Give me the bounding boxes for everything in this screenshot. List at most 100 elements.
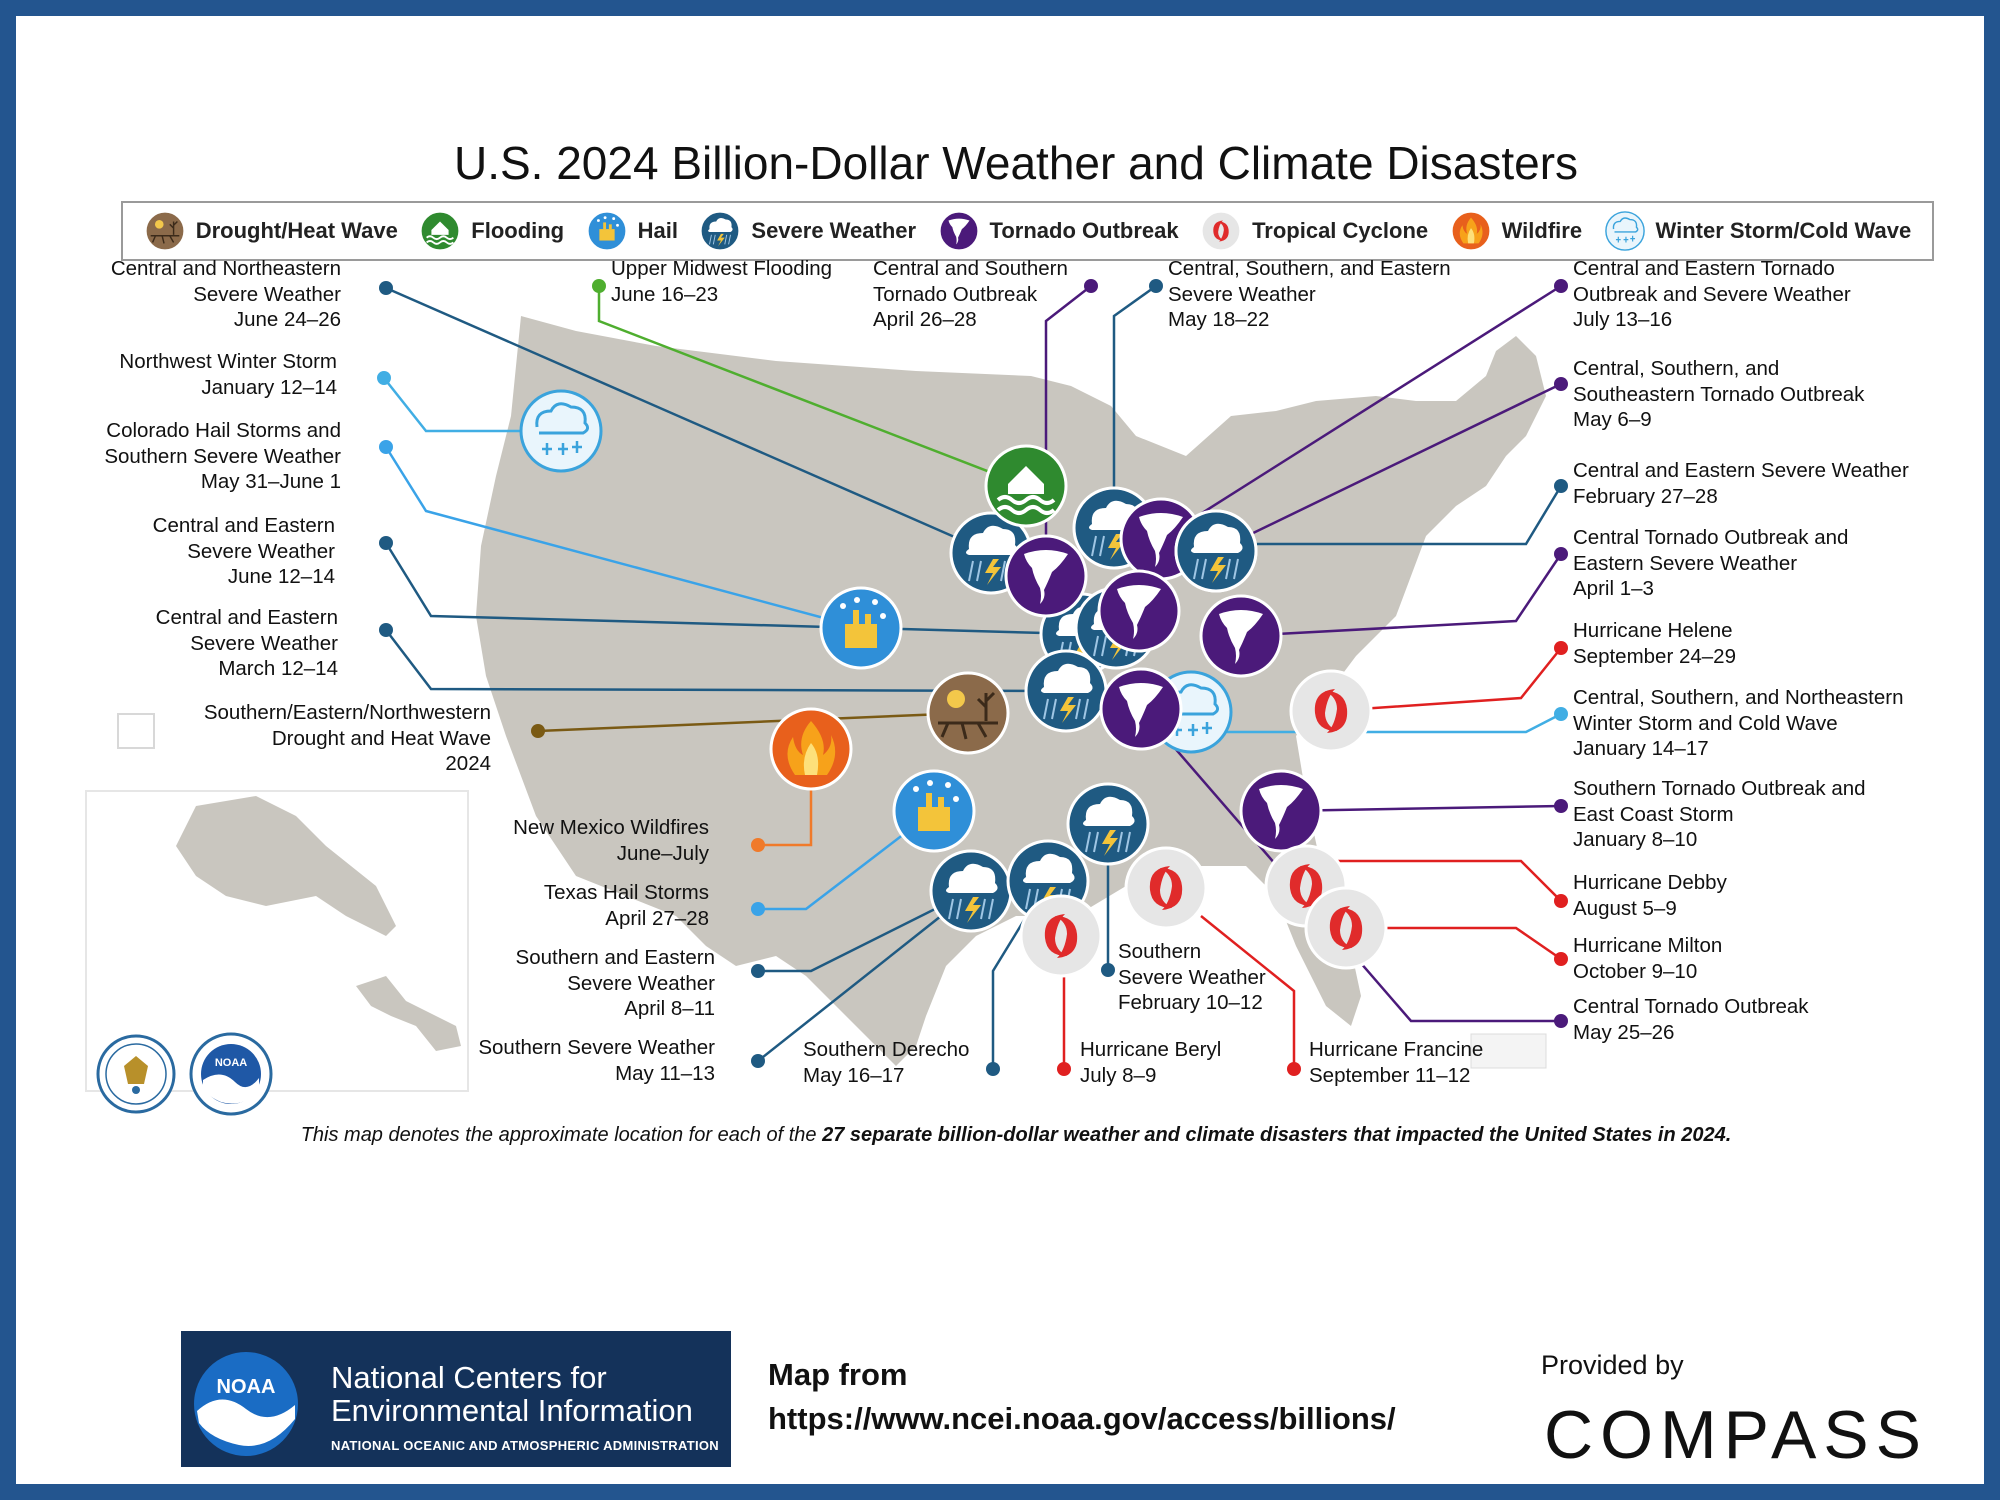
event-label-line: Outbreak and Severe Weather [1573,282,1851,306]
connector-line [537,711,969,733]
label-dot [1554,952,1568,966]
label-dot [1554,547,1568,561]
event-label-line: Southern and Eastern [515,946,715,969]
event-label-line: February 10–12 [1118,991,1263,1014]
event-label-line: Southern Severe Weather [478,1036,715,1059]
cyclone-marker-icon[interactable] [1019,894,1103,978]
event-label-line: April 26–28 [873,308,977,331]
event-label: Central, Southern, and Northeastern Winte… [1573,685,1903,762]
noaa-seal-text: NOAA [215,1057,247,1069]
connector-line [758,889,972,973]
connector-line [1330,647,1562,713]
provided-by-label: Provided by [1541,1350,1684,1380]
event-label: Texas Hail Storms April 27–28 [544,880,709,931]
event-label-line: Central and Eastern Severe Weather [1573,459,1909,482]
event-label-line: Central, Southern, and [1573,357,1780,380]
legend-item: Severe Weather [699,210,916,252]
event-label: Central and Eastern Severe Weather June 12… [153,513,335,590]
event-markers [519,389,1388,978]
inset-marker [117,713,155,749]
severe-marker-icon[interactable] [1174,509,1258,593]
event-label-line: Hurricane Helene [1573,619,1733,642]
agency-seals: NOAA [96,1032,273,1116]
tornado-marker-icon[interactable] [1097,569,1181,653]
event-label-line: Central and Northeastern [110,257,341,280]
drought-marker-icon[interactable] [926,671,1010,755]
event-label-line: Severe Weather [193,282,341,306]
connector-line [384,446,862,630]
event-label-line: July 13–16 [1573,308,1673,331]
event-label-line: June–July [616,841,709,865]
label-dot [379,440,393,454]
disaster-map: NOAA [85,279,1568,1116]
event-label: New Mexico Wildfires June–July [513,815,709,866]
event-label-line: Colorado Hail Storms and [106,419,341,442]
label-dot [1554,799,1568,813]
event-label: Central, Southern, and Southeastern Torna… [1573,356,1864,433]
tornado-marker-icon[interactable] [1239,769,1323,853]
label-dot [1057,1062,1071,1076]
event-label-line: Southern Severe Weather [104,444,341,468]
event-label: Southern Derecho May 16–17 [803,1037,969,1088]
event-label-line: Winter Storm and Cold Wave [1573,711,1838,735]
winter-marker-icon[interactable] [519,389,603,473]
event-label-line: June 16–23 [611,282,719,306]
legend-label: Winter Storm/Cold Wave [1655,218,1912,243]
label-dot [1554,1014,1568,1028]
hail-marker-icon[interactable] [819,586,903,670]
connector-line [383,377,561,433]
event-label-line: January 14–17 [1573,737,1709,760]
event-label: Southern Tornado Outbreak and East Coast … [1573,776,1866,853]
event-label-line: February 27–28 [1573,484,1718,508]
event-label: Southern Severe Weather February 10–12 [1118,939,1266,1016]
tornado-marker-icon[interactable] [1099,667,1183,751]
ncei-name-line2: Environmental Information [331,1393,693,1428]
event-label-line: Southern Tornado Outbreak and [1573,777,1866,800]
label-dot [986,1062,1000,1076]
tornado-marker-icon[interactable] [1004,534,1088,618]
event-label: Central and Northeastern Severe Weather Ju… [111,256,341,333]
caption-prefix: This map denotes the approximate locatio… [300,1124,823,1146]
event-label-line: July 8–9 [1080,1063,1157,1087]
legend-item: Tropical Cyclone [1200,210,1428,252]
legend-label: Drought/Heat Wave [195,218,398,243]
event-label: Central and Eastern Severe Weather March 1… [156,605,338,682]
connector-line [1240,553,1563,638]
drought-icon [144,211,185,251]
event-label-line: May 31–June 1 [200,470,341,493]
event-label: Northwest Winter Storm January 12–14 [119,349,337,400]
label-dot [379,536,393,550]
wildfire-marker-icon[interactable] [769,707,853,791]
label-dot [1149,279,1163,293]
event-label: Central and Southern Tornado Outbreak Apri… [873,256,1068,333]
hail-marker-icon[interactable] [892,769,976,853]
event-label-line: Southern [1118,940,1202,963]
event-label-line: January 8–10 [1573,828,1698,851]
noaa-seal: NOAA [189,1032,273,1116]
hail-icon [586,211,627,251]
severe-marker-icon[interactable] [1066,782,1150,866]
event-label: Hurricane Francine September 11–12 [1309,1037,1483,1088]
cyclone-marker-icon[interactable] [1289,669,1373,753]
event-label-line: Central and Southern [873,257,1068,280]
cyclone-marker-icon[interactable] [1124,846,1208,930]
label-dot [751,902,765,916]
map-from-url[interactable]: https://www.ncei.noaa.gov/access/billion… [768,1401,1396,1436]
severe-marker-icon[interactable] [929,849,1013,933]
alaska-inset-frame [85,790,469,1092]
event-label-line: Central and Eastern [152,514,335,537]
label-dot [1554,894,1568,908]
commerce-seal [96,1034,176,1114]
label-dot [379,281,393,295]
ncei-subtitle: NATIONAL OCEANIC AND ATMOSPHERIC ADMINIS… [331,1438,719,1453]
map-caption: This map denotes the approximate locatio… [16,1124,1984,1147]
cyclone-marker-icon[interactable] [1304,886,1388,970]
flood-marker-icon[interactable] [984,444,1068,528]
legend-label: Tropical Cyclone [1252,218,1429,243]
tornado-marker-icon[interactable] [1199,594,1283,678]
label-dot [1084,279,1098,293]
connector-line [597,286,1027,488]
legend-label: Wildfire [1501,218,1583,243]
event-label-line: Central, Southern, and Eastern [1168,257,1451,280]
event-label-line: September 11–12 [1309,1063,1471,1087]
